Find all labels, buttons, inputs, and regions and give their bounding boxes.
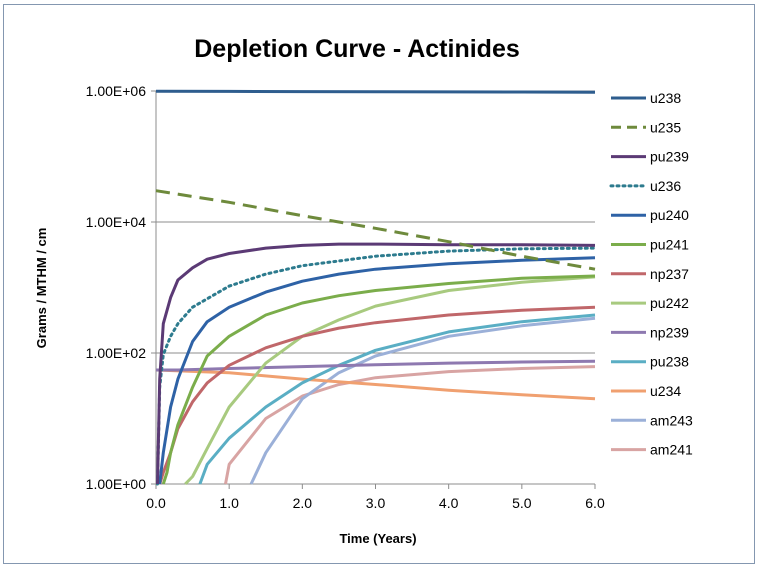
y-tick-label: 1.00E+02 <box>86 345 147 361</box>
legend-entry-am243: am243 <box>611 412 693 428</box>
legend-label: u238 <box>650 90 681 106</box>
legend-entry-pu240: pu240 <box>611 207 689 223</box>
series-line-pu239 <box>156 242 596 485</box>
legend-entry-am241: am241 <box>611 442 693 458</box>
x-axis-label: Time (Years) <box>339 531 416 546</box>
series-line-pu242 <box>184 275 596 486</box>
y-tick-labels: 1.00E+00 1.00E+02 1.00E+04 1.00E+06 <box>86 83 147 492</box>
legend-label: am243 <box>650 412 693 428</box>
series-line-np239 <box>156 359 596 372</box>
legend-entry-u236: u236 <box>609 178 681 194</box>
y-tick-label: 1.00E+04 <box>86 214 147 230</box>
x-tick-label: 1.0 <box>219 495 239 511</box>
series-line-pu241 <box>161 274 596 485</box>
legend-entry-u234: u234 <box>611 383 681 399</box>
x-tick-label: 2.0 <box>293 495 313 511</box>
x-tick-label: 6.0 <box>585 495 605 511</box>
legend-label: am241 <box>650 442 693 458</box>
series-line-u238 <box>155 89 596 94</box>
legend-label: pu240 <box>650 207 689 223</box>
legend: u238 u235 pu239 u236 pu240 pu241 np237 pu242 np2… <box>609 90 693 458</box>
legend-entry-pu241: pu241 <box>611 237 689 253</box>
chart-title: Depletion Curve - Actinides <box>194 35 520 63</box>
x-tick-label: 5.0 <box>512 495 532 511</box>
legend-entry-pu238: pu238 <box>611 354 689 370</box>
legend-label: u234 <box>650 383 681 399</box>
legend-label: np237 <box>650 266 689 282</box>
series-line-u236 <box>156 246 597 486</box>
legend-label: np239 <box>650 324 689 340</box>
legend-entry-pu239: pu239 <box>611 149 689 165</box>
legend-label: pu241 <box>650 237 689 253</box>
legend-entry-u238: u238 <box>611 90 681 106</box>
series-line-u234 <box>155 368 596 401</box>
series-line-pu238 <box>198 313 596 485</box>
legend-entry-np239: np239 <box>611 324 689 340</box>
series-line-pu240 <box>158 256 596 485</box>
axes <box>151 90 596 489</box>
chart-frame: Depletion Curve - Actinides 1.00E+00 1.00… <box>3 4 755 564</box>
legend-label: pu238 <box>650 354 689 370</box>
x-tick-label: 4.0 <box>439 495 459 511</box>
x-tick-label: 3.0 <box>366 495 386 511</box>
series-layer <box>155 89 597 486</box>
legend-label: u235 <box>650 119 681 135</box>
legend-label: pu239 <box>650 149 689 165</box>
legend-label: pu242 <box>650 295 689 311</box>
series-line-u235 <box>155 189 596 271</box>
legend-entry-u235: u235 <box>611 119 681 135</box>
y-tick-label: 1.00E+06 <box>86 83 147 99</box>
series-line-am243 <box>249 316 596 485</box>
chart-svg: Depletion Curve - Actinides 1.00E+001.00… <box>34 35 693 546</box>
legend-label: u236 <box>650 178 681 194</box>
x-tick-label: 0.0 <box>146 495 166 511</box>
y-axis-label: Grams / MTHM / cm <box>34 228 49 349</box>
legend-entry-pu242: pu242 <box>611 295 689 311</box>
x-tick-labels: 0.0 1.0 2.0 3.0 4.0 5.0 6.0 <box>146 495 605 511</box>
y-tick-label: 1.00E+00 <box>86 476 147 492</box>
series-line-am241 <box>224 365 596 485</box>
legend-entry-np237: np237 <box>611 266 689 282</box>
